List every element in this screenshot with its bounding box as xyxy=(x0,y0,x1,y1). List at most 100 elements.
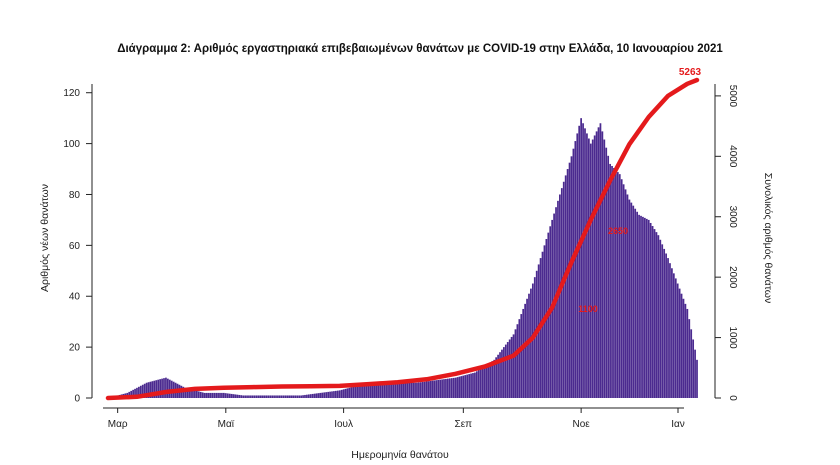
daily-deaths-bar xyxy=(219,392,221,398)
daily-deaths-bar xyxy=(680,293,683,398)
daily-deaths-bar xyxy=(358,385,360,398)
daily-deaths-bar xyxy=(265,395,268,398)
daily-deaths-bar xyxy=(528,293,530,398)
x-tick-label: Μαρ xyxy=(108,419,128,430)
daily-deaths-bar xyxy=(483,366,486,398)
daily-deaths-bar xyxy=(530,288,532,398)
daily-deaths-bar xyxy=(514,329,517,398)
daily-deaths-bar xyxy=(485,364,488,398)
daily-deaths-bar xyxy=(678,288,681,398)
daily-deaths-bar xyxy=(325,392,328,398)
daily-deaths-bar xyxy=(311,393,314,398)
daily-deaths-bar xyxy=(145,382,148,398)
daily-deaths-bar xyxy=(136,387,138,398)
daily-deaths-bar xyxy=(477,370,480,398)
daily-deaths-bar xyxy=(307,394,310,398)
daily-deaths-bar xyxy=(649,222,652,398)
daily-deaths-bar xyxy=(591,139,594,398)
daily-deaths-bar xyxy=(615,170,617,398)
daily-deaths-bar xyxy=(159,379,162,398)
daily-deaths-bar xyxy=(622,184,625,398)
daily-deaths-bar xyxy=(253,395,256,398)
daily-deaths-bar xyxy=(250,395,252,398)
daily-deaths-bar xyxy=(346,388,349,398)
daily-deaths-bar xyxy=(443,379,445,398)
daily-deaths-bar xyxy=(595,131,598,398)
y-left-tick-label: 120 xyxy=(63,88,80,99)
daily-deaths-bar xyxy=(431,380,434,398)
daily-deaths-bar xyxy=(607,155,610,398)
daily-deaths-bar xyxy=(186,388,189,398)
daily-deaths-bar xyxy=(134,388,136,398)
chart-title: Διάγραμμα 2: Αριθμός εργαστηριακά επιβεβ… xyxy=(117,43,723,55)
daily-deaths-bar xyxy=(503,347,505,398)
daily-deaths-bar xyxy=(684,303,687,398)
daily-deaths-bar xyxy=(302,395,304,398)
daily-deaths-bar xyxy=(246,395,248,398)
daily-deaths-bar xyxy=(335,390,337,398)
daily-deaths-bar xyxy=(356,385,358,398)
daily-deaths-bar xyxy=(244,395,246,398)
daily-deaths-bar xyxy=(404,382,407,398)
daily-deaths-bar xyxy=(663,248,666,398)
daily-deaths-bar xyxy=(209,392,212,398)
daily-deaths-bar xyxy=(224,393,227,398)
daily-deaths-bar xyxy=(657,235,660,398)
daily-deaths-bar xyxy=(597,127,600,398)
daily-deaths-bar xyxy=(676,283,679,398)
x-tick-label: Ιαν xyxy=(671,419,685,430)
cumulative-line-layer xyxy=(105,77,700,401)
daily-deaths-bar xyxy=(452,377,455,398)
daily-deaths-bar xyxy=(290,395,293,398)
daily-deaths-bar xyxy=(421,381,424,398)
y-right-tick-label: 1000 xyxy=(727,326,738,349)
daily-deaths-bar xyxy=(279,395,281,398)
daily-deaths-bar xyxy=(412,382,414,398)
daily-deaths-bar xyxy=(271,395,274,398)
daily-deaths-bar xyxy=(638,214,640,398)
daily-deaths-bar xyxy=(284,395,287,398)
daily-deaths-bar xyxy=(317,393,320,398)
bars-layer xyxy=(109,118,698,399)
daily-deaths-bar xyxy=(217,392,219,398)
daily-deaths-bar xyxy=(510,336,513,398)
daily-deaths-bar xyxy=(292,395,295,398)
daily-deaths-bar xyxy=(348,387,351,398)
daily-deaths-bar xyxy=(396,382,399,398)
daily-deaths-bar xyxy=(665,253,667,398)
daily-deaths-bar xyxy=(261,395,264,398)
daily-deaths-bar xyxy=(669,263,671,398)
daily-deaths-bar xyxy=(688,319,691,398)
daily-deaths-bar xyxy=(207,392,210,398)
daily-deaths-bar xyxy=(410,382,413,398)
daily-deaths-bar xyxy=(522,308,525,398)
daily-deaths-bar xyxy=(286,395,289,398)
daily-deaths-bar xyxy=(333,391,335,398)
daily-deaths-bar xyxy=(238,394,241,398)
daily-deaths-bar xyxy=(153,380,156,398)
daily-deaths-bar xyxy=(242,395,245,398)
daily-deaths-bar xyxy=(273,395,275,398)
daily-deaths-bar xyxy=(392,382,395,398)
cumulative-annotation: 5263 xyxy=(679,67,702,78)
daily-deaths-bar xyxy=(203,392,206,398)
y-axis-left-label: Αριθμός νέων θανάτων xyxy=(39,184,51,292)
y-right-tick-label: 2000 xyxy=(727,266,738,289)
daily-deaths-bar xyxy=(367,384,370,398)
daily-deaths-bar xyxy=(682,298,685,398)
daily-deaths-bar xyxy=(580,118,582,398)
daily-deaths-bar xyxy=(354,386,357,398)
daily-deaths-bar xyxy=(194,390,196,398)
daily-deaths-bar xyxy=(566,169,569,398)
daily-deaths-bar xyxy=(211,392,214,398)
daily-deaths-bar xyxy=(586,133,588,399)
daily-deaths-bar xyxy=(630,202,633,398)
daily-deaths-bar xyxy=(389,382,391,398)
daily-deaths-bar xyxy=(331,391,333,398)
axes-layer: 0 20 40 60 80 100 120 0 1000 2000 3000 4000 5000 Μαρ Μ… xyxy=(63,84,738,430)
daily-deaths-bar xyxy=(139,385,142,398)
daily-deaths-bar xyxy=(578,125,581,398)
y-right-tick-label: 0 xyxy=(727,395,738,401)
daily-deaths-bar xyxy=(643,217,646,398)
daily-deaths-bar xyxy=(300,395,302,398)
